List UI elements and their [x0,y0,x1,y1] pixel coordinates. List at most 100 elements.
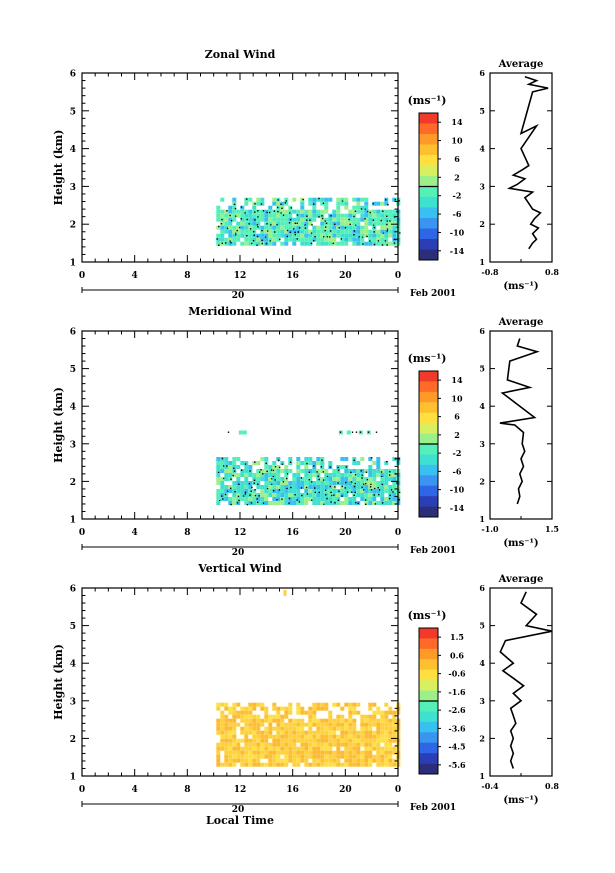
data-cell [248,746,253,751]
data-cell [352,750,357,755]
profile-y-tick-label: 2 [479,733,485,743]
data-cell [348,758,353,763]
data-cell [336,754,341,759]
contour-dot [398,458,400,460]
contour-dot [372,219,374,221]
data-cell [312,205,317,210]
contour-dot [360,470,362,472]
data-cell [296,469,301,473]
data-cell [272,754,277,759]
data-cell [284,738,289,743]
data-cell [328,237,333,242]
data-cell [280,217,285,222]
data-cell [364,225,369,230]
contour-dot [218,244,220,246]
data-cell [288,726,293,731]
data-cell [388,706,393,711]
data-cell [220,233,225,238]
data-cell [320,750,325,755]
contour-dot [359,431,362,433]
data-cell [256,197,261,202]
data-cell [352,473,357,477]
data-cell [296,493,301,497]
data-cell [340,229,345,234]
data-cell [372,237,377,242]
contour-dot [369,211,371,214]
data-cell [276,457,281,461]
data-cell [368,469,373,473]
data-cell [368,493,373,497]
data-cell [260,722,265,727]
data-cell [360,481,365,485]
data-cell [380,497,385,501]
data-cell [364,489,369,493]
data-cell [312,718,317,723]
data-cell [344,485,349,489]
data-cell [300,742,305,747]
data-cell [252,738,257,743]
data-cell [352,726,357,731]
contour-dot [266,211,268,214]
contour-dot [380,219,382,222]
contour-dot [260,469,262,471]
y-tick-label: 6 [70,328,76,338]
contour-dot [299,227,301,229]
data-cell [384,489,389,493]
data-cell [344,754,349,759]
data-cell [352,734,357,739]
data-cell [296,718,301,723]
data-cell [272,734,277,739]
data-cell [384,710,389,715]
data-cell [360,742,365,747]
data-cell [344,225,349,230]
data-cell [332,742,337,747]
data-cell [284,489,289,493]
data-cell [248,706,253,711]
data-cell [372,742,377,747]
x-tick-label: 20 [339,528,352,538]
data-cell [272,718,277,723]
x-axis-label: Local Time [206,814,274,827]
colorbar-segment [419,176,438,187]
data-cell [320,734,325,739]
data-cell [340,465,345,469]
data-cell [352,702,357,707]
contour-dot [294,233,296,236]
data-cell [340,477,345,481]
data-cell [224,221,229,226]
data-cell [280,481,285,485]
data-cell [236,473,241,477]
contour-dot [296,499,298,501]
contour-dot [366,478,369,481]
data-cell [388,710,393,715]
contour-dot [246,198,248,200]
contour-dot [345,481,347,484]
data-cell [336,205,341,210]
data-cell [304,237,309,242]
data-cell [340,714,345,719]
data-cell [308,241,313,246]
data-cell [292,750,297,755]
contour-dot [233,470,236,472]
data-cell [244,225,249,230]
x-tick-label: 8 [184,528,190,538]
data-cell [284,730,289,735]
data-cell [336,213,341,218]
data-cell [376,726,381,731]
date-day-label: 20 [232,291,245,301]
data-cell [336,501,341,505]
data-cell [352,197,357,202]
x-tick-label: 0 [79,528,85,538]
contour-dot [329,236,331,238]
data-cell [312,754,317,759]
data-cell [224,738,229,743]
contour-dot [268,211,271,214]
colorbar-segment [419,197,438,208]
contour-dot [300,477,303,479]
data-cell [380,469,385,473]
data-cell [216,726,221,731]
data-cell [240,461,245,465]
data-cell [264,734,269,739]
data-cell [348,702,353,707]
contour-dot [272,475,274,478]
